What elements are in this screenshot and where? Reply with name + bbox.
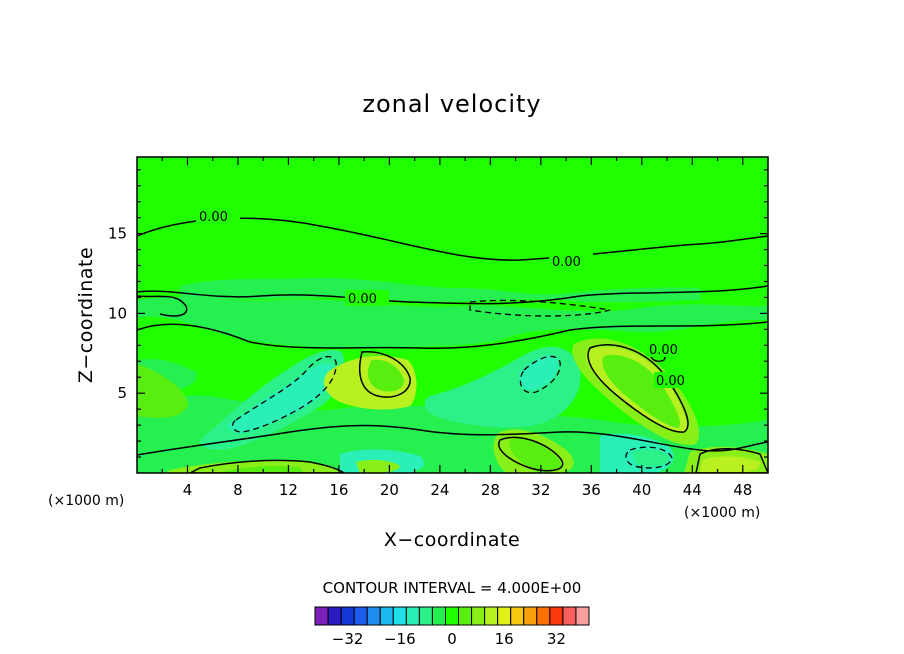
colorbar-tick-label: −16 [384,630,416,648]
x-tick-label: 16 [329,481,348,499]
colorbar-tick-label: 16 [495,630,514,648]
x-tick-label: 44 [683,481,702,499]
contour-fill-band [137,297,768,348]
x-axis [161,157,769,473]
x-tick-label: 28 [481,481,500,499]
contour-fill-band [180,277,700,303]
colorbar [314,606,590,626]
colorbar-tick-label: 0 [447,630,457,648]
colorbar-swatch [353,606,368,626]
colorbar-swatch [366,606,381,626]
contour-label-bg [345,290,389,306]
colorbar-swatch [444,606,460,626]
contour-label: 0.00 [199,210,228,225]
colorbar-swatch [418,606,433,626]
contour-label: 0.00 [656,374,685,389]
colorbar-swatch [458,606,473,626]
contour-lines [137,217,768,473]
contour-plot-area: 0.00 0.00 0.00 0.00 0.00 [137,157,768,473]
y-tick-label: 10 [108,304,127,322]
x-tick-label: 36 [582,481,601,499]
contour-fill-band [509,438,561,473]
plot-frame [136,156,769,474]
colorbar-swatch [327,606,342,626]
x-tick-label: 40 [632,481,651,499]
colorbar-swatch [340,606,355,626]
contour-fill-band [137,364,188,418]
x-tick-label: 20 [380,481,399,499]
contour-interval-text: CONTOUR INTERVAL = 4.000E+00 [323,579,582,597]
colorbar-swatch [549,606,564,626]
colorbar-swatch [497,606,512,626]
x-units-label-right: (×1000 m) [684,505,760,521]
y-tick-label: 15 [108,225,127,243]
colorbar-swatch [562,606,577,626]
negative-contour-lines [231,299,673,469]
contour-fill-band [700,456,761,473]
contour-label: 0.00 [348,292,377,307]
contour-label-bg [549,253,593,269]
colorbar-swatch [405,606,420,626]
contour-label-bg [654,372,686,388]
contour-label: 0.00 [552,255,581,270]
x-tick-label: 4 [183,481,193,499]
contour-fill-band [602,354,681,428]
x-tick-label: 8 [233,481,243,499]
x-axis-label: X−coordinate [384,529,520,551]
colorbar-swatch [431,606,446,626]
contour-label: 0.00 [649,343,678,358]
contour-fill-band [367,359,404,392]
colorbar-swatch [392,606,407,626]
colorbar-swatch [379,606,394,626]
x-tick-label: 12 [279,481,298,499]
contour-fill-band [518,355,559,391]
colorbar-tick-label: −32 [332,630,364,648]
colorbar-swatch [575,606,590,626]
colorbar-swatch [536,606,551,626]
colorbar-swatch [523,606,538,626]
chart-title: zonal velocity [362,90,541,118]
contour-fill-band [220,465,304,473]
colorbar-swatch [471,606,486,626]
colorbar-swatch [484,606,499,626]
contour-label-bg [646,341,690,357]
contour-fill-band [240,364,334,428]
x-tick-label: 32 [531,481,550,499]
y-axis [137,169,768,458]
x-units-label-left: (×1000 m) [48,493,124,509]
y-tick-label: 5 [117,384,127,402]
y-axis-label: Z−coordinate [75,247,97,383]
colorbar-swatch [314,606,329,626]
contour-fill-band [632,449,670,467]
x-tick-label: 48 [733,481,752,499]
colorbar-tick-label: 32 [547,630,566,648]
contour-label-bg [196,208,240,224]
colorbar-swatch [510,606,525,626]
x-tick-label: 24 [430,481,449,499]
